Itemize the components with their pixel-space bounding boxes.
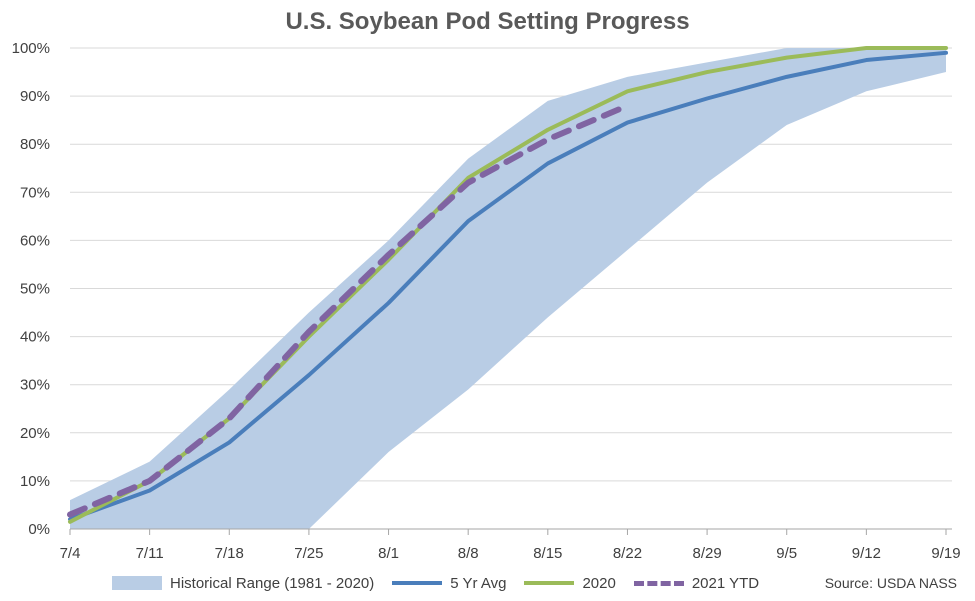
x-tick-label: 9/12	[852, 545, 881, 562]
legend-swatch-2021	[633, 580, 684, 586]
y-tick-label: 80%	[20, 136, 50, 153]
legend-label-2020: 2020	[582, 574, 616, 592]
chart-title: U.S. Soybean Pod Setting Progress	[285, 8, 690, 35]
x-tick-label: 8/15	[533, 545, 562, 562]
y-tick-label: 10%	[20, 473, 50, 490]
legend-label-range: Historical Range (1981 - 2020)	[170, 574, 375, 592]
x-tick-label: 7/4	[60, 545, 81, 562]
legend-label-5yr: 5 Yr Avg	[450, 574, 507, 592]
x-tick-label: 8/8	[458, 545, 479, 562]
x-tick-label: 7/25	[294, 545, 323, 562]
y-tick-label: 20%	[20, 425, 50, 442]
legend-label-2021: 2021 YTD	[691, 574, 760, 592]
line-2021-ytd	[67, 102, 631, 518]
y-tick-label: 0%	[28, 521, 50, 538]
x-tick-label: 7/11	[136, 545, 164, 562]
historical-range-area	[70, 48, 946, 529]
x-tick-label: 9/19	[931, 545, 960, 562]
x-tick-label: 8/22	[613, 545, 642, 562]
legend-item-2021: 2021 YTD	[633, 574, 760, 592]
legend: Historical Range (1981 - 2020) 5 Yr Avg …	[112, 572, 777, 594]
y-tick-label: 70%	[20, 184, 50, 201]
legend-swatch-2020	[524, 581, 575, 585]
x-tick-label: 7/18	[215, 545, 244, 562]
y-tick-label: 90%	[20, 88, 50, 105]
x-tick-label: 8/29	[692, 545, 721, 562]
y-tick-label: 60%	[20, 232, 50, 249]
line-5yr-avg	[68, 50, 948, 522]
y-tick-label: 30%	[20, 377, 50, 394]
y-tick-label: 40%	[20, 329, 50, 346]
legend-swatch-5yr	[392, 581, 443, 585]
legend-item-5yr: 5 Yr Avg	[392, 575, 506, 592]
legend-item-2020: 2020	[524, 574, 616, 592]
legend-item-range: Historical Range (1981 - 2020)	[112, 575, 374, 592]
x-tick-label: 9/5	[776, 545, 797, 562]
y-tick-label: 50%	[20, 281, 50, 298]
y-tick-label: 100%	[12, 40, 50, 57]
source-note: Source: USDA NASS	[824, 575, 957, 591]
legend-swatch-range	[112, 576, 162, 590]
x-tick-label: 8/1	[378, 545, 399, 562]
